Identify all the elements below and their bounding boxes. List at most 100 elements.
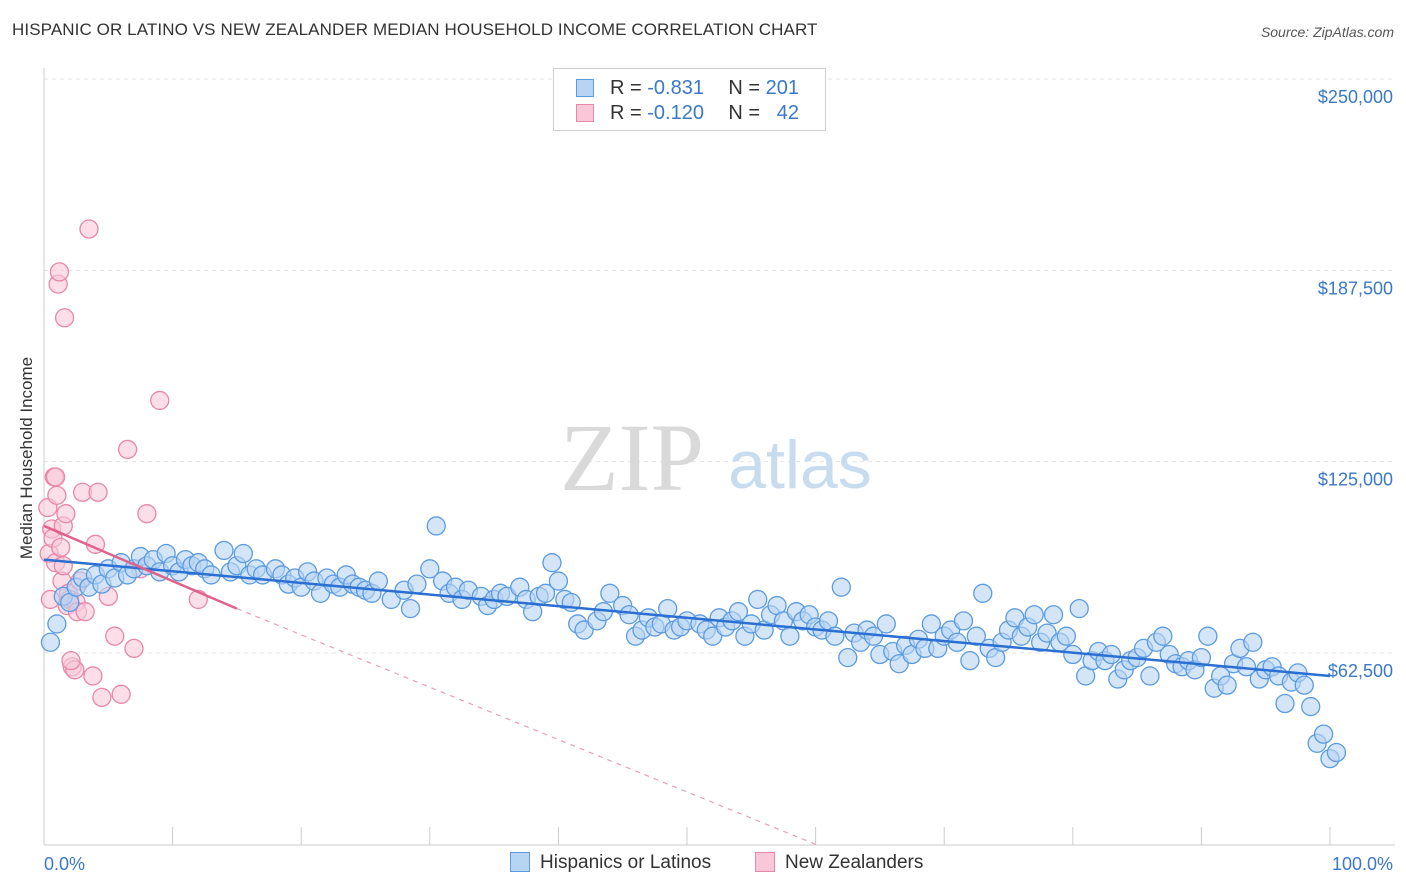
data-point-new-zealanders — [83, 666, 103, 686]
data-point-hispanics — [1275, 693, 1295, 714]
x-tick-labels: 0.0% 100.0% — [44, 854, 1393, 874]
data-point-hispanics — [1243, 632, 1263, 652]
data-point-hispanics — [1191, 647, 1212, 668]
data-point-hispanics — [40, 632, 61, 652]
data-point-hispanics — [1056, 626, 1077, 646]
data-point-hispanics — [831, 577, 851, 597]
source-label: Source: ZipAtlas.com — [1260, 24, 1394, 40]
data-point-new-zealanders — [105, 626, 125, 646]
data-point-hispanics — [619, 605, 639, 625]
data-point-hispanics — [921, 614, 941, 634]
data-point-new-zealanders — [61, 651, 81, 671]
data-point-hispanics — [233, 543, 253, 564]
legend-r-value: -0.120 — [647, 102, 704, 124]
data-point-hispanics — [1024, 605, 1044, 625]
bottom-legend-swatch-hispanics — [510, 852, 530, 872]
legend-swatch-hispanics — [576, 79, 594, 97]
data-point-hispanics — [368, 571, 389, 591]
data-point-new-zealanders — [49, 262, 70, 282]
data-point-new-zealanders — [51, 537, 71, 558]
data-point-new-zealanders — [111, 684, 131, 704]
bottom-legend-label: New Zealanders — [785, 852, 924, 873]
watermark-atlas: atlas — [728, 427, 872, 503]
y-axis-title: Median Household Income — [17, 357, 36, 559]
y-tick-label: $62,500 — [1328, 661, 1393, 681]
y-tick-label: $125,000 — [1318, 470, 1393, 490]
data-point-hispanics — [407, 574, 427, 594]
data-point-hispanics — [1326, 742, 1347, 763]
data-point-hispanics — [1217, 675, 1237, 695]
data-point-hispanics — [542, 553, 562, 573]
data-point-new-zealanders — [47, 485, 67, 505]
data-point-new-zealanders — [45, 467, 66, 487]
data-point-new-zealanders — [117, 439, 138, 460]
data-point-hispanics — [728, 602, 749, 622]
trend-lines — [43, 524, 1331, 845]
data-point-new-zealanders — [75, 602, 95, 622]
data-point-hispanics — [1313, 724, 1334, 744]
data-point-hispanics — [535, 583, 556, 603]
data-point-new-zealanders — [88, 482, 108, 502]
data-point-hispanics — [953, 611, 974, 631]
bottom-legend-swatch-new-zealanders — [755, 852, 775, 872]
trend-line-new-zealanders — [43, 524, 238, 610]
watermark: ZIP atlas — [560, 404, 872, 511]
legend-n-value: 42 — [776, 102, 799, 124]
bottom-legend-label: Hispanics or Latinos — [540, 852, 712, 873]
data-point-hispanics — [1063, 644, 1083, 665]
data-point-hispanics — [214, 540, 234, 561]
data-point-hispanics — [960, 651, 980, 671]
x-tick-label: 0.0% — [44, 854, 85, 874]
data-point-hispanics — [876, 614, 896, 634]
watermark-zip: ZIP — [560, 404, 704, 511]
data-point-new-zealanders — [124, 638, 144, 659]
data-point-hispanics — [47, 614, 67, 634]
data-point-hispanics — [1294, 675, 1314, 695]
chart-title: HISPANIC OR LATINO VS NEW ZEALANDER MEDI… — [12, 20, 818, 39]
y-tick-label: $250,000 — [1318, 87, 1393, 107]
data-point-hispanics — [420, 559, 440, 579]
legend: R = -0.831 N = 201 R = -0.120 N = 42 — [553, 68, 826, 131]
data-point-hispanics — [1069, 598, 1089, 619]
legend-n-value: 201 — [765, 77, 799, 99]
legend-swatch-new-zealanders — [576, 104, 594, 122]
data-point-new-zealanders — [150, 390, 170, 411]
legend-n-label: N = — [728, 102, 761, 124]
series-new-zealanders — [38, 219, 208, 708]
trend-line-hispanics — [43, 558, 1331, 678]
data-point-hispanics — [1301, 696, 1321, 717]
data-point-hispanics — [1198, 626, 1218, 646]
data-point-hispanics — [1153, 626, 1173, 646]
data-point-hispanics — [838, 647, 858, 668]
legend-r-value: -0.831 — [647, 77, 704, 99]
legend-r-label: R = — [610, 102, 642, 124]
legend-row-new-zealanders: R = -0.120 N = 42 — [576, 102, 799, 126]
data-point-hispanics — [548, 571, 569, 591]
legend-n-label: N = — [728, 77, 761, 99]
data-point-new-zealanders — [92, 687, 112, 708]
data-point-new-zealanders — [54, 308, 75, 328]
trend-extension-new-zealanders — [236, 608, 816, 845]
data-point-hispanics — [973, 583, 993, 603]
bottom-legend-hispanics: Hispanics or Latinos — [510, 852, 711, 874]
data-point-hispanics — [426, 516, 446, 536]
data-point-new-zealanders — [137, 504, 157, 524]
x-tick-label: 100.0% — [1332, 854, 1393, 874]
data-point-hispanics — [658, 598, 678, 619]
data-point-new-zealanders — [79, 219, 99, 239]
data-point-hispanics — [1140, 666, 1160, 686]
y-tick-label: $187,500 — [1318, 278, 1393, 298]
legend-row-hispanics: R = -0.831 N = 201 — [576, 77, 799, 101]
data-point-hispanics — [1043, 605, 1064, 625]
data-point-hispanics — [600, 583, 620, 603]
y-tick-labels: $62,500 $125,000 $187,500 $250,000 — [1318, 87, 1393, 681]
data-point-new-zealanders — [53, 556, 73, 576]
series-hispanics — [40, 516, 1347, 769]
data-point-new-zealanders — [56, 504, 76, 524]
data-point-hispanics — [748, 589, 768, 610]
axes — [43, 68, 1395, 846]
data-point-hispanics — [780, 626, 800, 646]
legend-r-label: R = — [610, 77, 642, 99]
data-point-hispanics — [400, 598, 421, 619]
